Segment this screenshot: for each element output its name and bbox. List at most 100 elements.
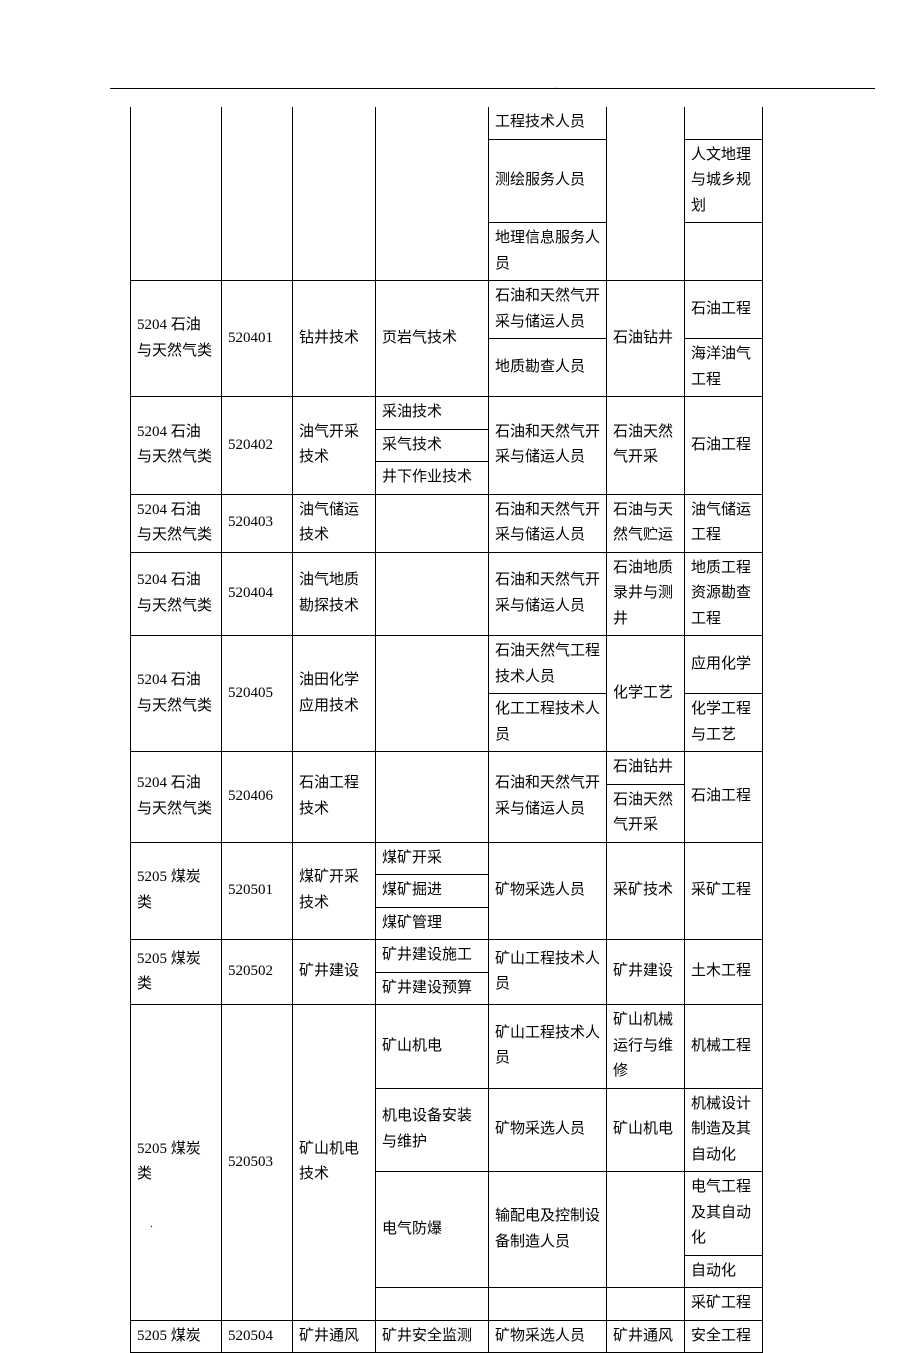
cell: 5204 石油与天然气类: [131, 752, 222, 843]
cell: 人文地理与城乡规划: [685, 139, 763, 223]
cell: 矿山机械运行与维修: [607, 1005, 685, 1089]
cell: 油气储运技术: [293, 494, 376, 552]
cell: 矿山工程技术人员: [489, 940, 607, 1005]
cell: 安全工程: [685, 1320, 763, 1353]
cell: 煤矿管理: [376, 907, 489, 940]
cell: 煤矿开采技术: [293, 842, 376, 940]
cell: 矿山机电: [376, 1005, 489, 1089]
cell: 石油钻井: [607, 281, 685, 397]
cell: 采矿技术: [607, 842, 685, 940]
cell: 油气储运工程: [685, 494, 763, 552]
cell: 煤矿掘进: [376, 875, 489, 908]
data-table: 工程技术人员 测绘服务人员 人文地理与城乡规划 地理信息服务人员 5204 石油…: [130, 107, 763, 1353]
cell: 矿井安全监测: [376, 1320, 489, 1353]
cell: 采矿工程: [685, 842, 763, 940]
cell: 520404: [222, 552, 293, 636]
cell: 油气地质勘探技术: [293, 552, 376, 636]
cell: 石油地质录井与测井: [607, 552, 685, 636]
cell: 5204 石油与天然气类: [131, 281, 222, 397]
cell: 矿物采选人员: [489, 1320, 607, 1353]
cell: 520504: [222, 1320, 293, 1353]
cell: 矿物采选人员: [489, 1088, 607, 1172]
cell: 化学工艺: [607, 636, 685, 752]
cell: 矿井建设: [293, 940, 376, 1005]
cell: 矿井通风: [293, 1320, 376, 1353]
cell: 矿井建设施工: [376, 940, 489, 973]
cell: 油田化学应用技术: [293, 636, 376, 752]
cell: 石油和天然气开采与储运人员: [489, 281, 607, 339]
cell: 520403: [222, 494, 293, 552]
cell: 石油和天然气开采与储运人员: [489, 494, 607, 552]
cell: 采矿工程: [685, 1288, 763, 1321]
cell: 应用化学: [685, 636, 763, 694]
cell: 石油和天然气开采与储运人员: [489, 552, 607, 636]
cell: 石油天然气开采: [607, 397, 685, 495]
header-dot: .: [555, 78, 558, 93]
cell: 页岩气技术: [376, 281, 489, 397]
cell: 矿井建设: [607, 940, 685, 1005]
table-row: 5204 石油与天然气类 520402 油气开采技术 采油技术 石油和天然气开采…: [131, 397, 763, 430]
cell: 石油工程: [685, 397, 763, 495]
cell: 矿井通风: [607, 1320, 685, 1353]
header-rule: [110, 88, 875, 89]
cell: 机械设计制造及其自动化: [685, 1088, 763, 1172]
cell: 5204 石油与天然气类: [131, 552, 222, 636]
cell: 520402: [222, 397, 293, 495]
cell: 石油与天然气贮运: [607, 494, 685, 552]
cell: 化学工程与工艺: [685, 694, 763, 752]
cell: 机械工程: [685, 1005, 763, 1089]
cell: 5205 煤炭: [131, 1320, 222, 1353]
cell: 采气技术: [376, 429, 489, 462]
cell: 地理信息服务人员: [489, 223, 607, 281]
cell: 520401: [222, 281, 293, 397]
cell: 地质勘查人员: [489, 339, 607, 397]
cell: 5205 煤炭类: [131, 842, 222, 940]
cell: 地质工程资源勘查工程: [685, 552, 763, 636]
cell: 矿山工程技术人员: [489, 1005, 607, 1089]
cell: 机电设备安装与维护: [376, 1088, 489, 1172]
table-row: 5205 煤炭类 520501 煤矿开采技术 煤矿开采 矿物采选人员 采矿技术 …: [131, 842, 763, 875]
cell: 5204 石油与天然气类: [131, 397, 222, 495]
table-row: 工程技术人员: [131, 107, 763, 139]
table-row: 5205 煤炭类 520503 矿山机电技术 矿山机电 矿山工程技术人员 矿山机…: [131, 1005, 763, 1089]
cell: 5205 煤炭类: [131, 940, 222, 1005]
cell: 石油工程: [685, 752, 763, 843]
cell: 520405: [222, 636, 293, 752]
table-row: 5205 煤炭类 520502 矿井建设 矿井建设施工 矿山工程技术人员 矿井建…: [131, 940, 763, 973]
cell: 输配电及控制设备制造人员: [489, 1172, 607, 1288]
cell: 矿井建设预算: [376, 972, 489, 1005]
cell: 520406: [222, 752, 293, 843]
cell: 电气工程及其自动化: [685, 1172, 763, 1256]
cell: 石油工程技术: [293, 752, 376, 843]
cell: 电气防爆: [376, 1172, 489, 1288]
cell: 5205 煤炭类: [131, 1005, 222, 1321]
cell: 工程技术人员: [489, 107, 607, 139]
cell: 石油天然气开采: [607, 784, 685, 842]
cell: 石油天然气工程技术人员: [489, 636, 607, 694]
cell: 矿山机电: [607, 1088, 685, 1172]
cell: 油气开采技术: [293, 397, 376, 495]
table-row: 5204 石油与天然气类 520401 钻井技术 页岩气技术 石油和天然气开采与…: [131, 281, 763, 339]
cell: 自动化: [685, 1255, 763, 1288]
cell: 采油技术: [376, 397, 489, 430]
cell: 520502: [222, 940, 293, 1005]
cell: 520501: [222, 842, 293, 940]
cell: 5204 石油与天然气类: [131, 494, 222, 552]
table-row: 5205 煤炭 520504 矿井通风 矿井安全监测 矿物采选人员 矿井通风 安…: [131, 1320, 763, 1353]
table-row: 5204 石油与天然气类 520406 石油工程技术 石油和天然气开采与储运人员…: [131, 752, 763, 785]
cell: 钻井技术: [293, 281, 376, 397]
cell: 测绘服务人员: [489, 139, 607, 223]
cell: 土木工程: [685, 940, 763, 1005]
cell: 石油工程: [685, 281, 763, 339]
table-row: 5204 石油与天然气类 520403 油气储运技术 石油和天然气开采与储运人员…: [131, 494, 763, 552]
footer-dot: .: [150, 1216, 153, 1231]
page: . 工程技术人员 测绘服务人员 人文地理与城乡规划 地理信息服务人员 5204 …: [0, 0, 920, 1303]
cell: 石油和天然气开采与储运人员: [489, 752, 607, 843]
cell: 石油和天然气开采与储运人员: [489, 397, 607, 495]
cell: 石油钻井: [607, 752, 685, 785]
cell: 矿物采选人员: [489, 842, 607, 940]
table-row: 5204 石油与天然气类 520404 油气地质勘探技术 石油和天然气开采与储运…: [131, 552, 763, 636]
cell: 520503: [222, 1005, 293, 1321]
table-row: 5204 石油与天然气类 520405 油田化学应用技术 石油天然气工程技术人员…: [131, 636, 763, 694]
cell: 海洋油气工程: [685, 339, 763, 397]
